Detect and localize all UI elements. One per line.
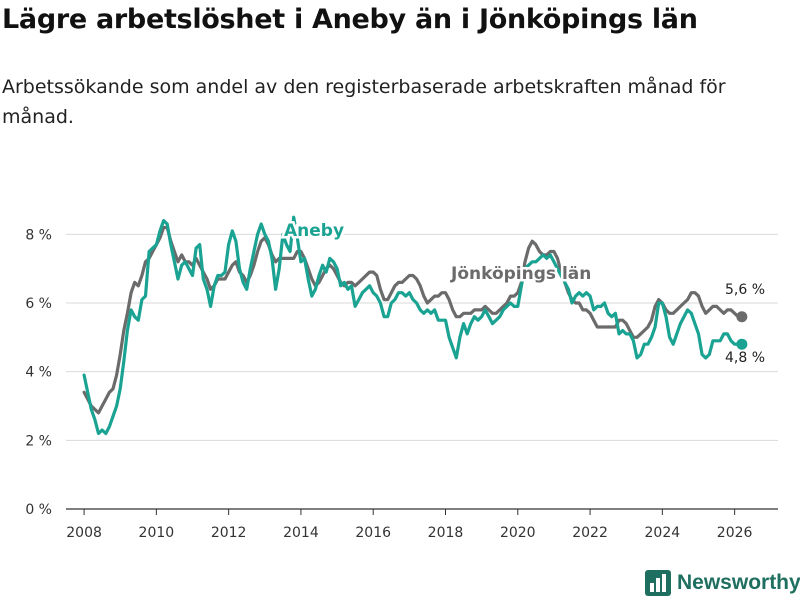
x-tick-label: 2010 — [139, 525, 175, 541]
x-tick-label: 2016 — [355, 525, 391, 541]
y-tick-label: 4 % — [25, 365, 52, 381]
x-tick-label: 2018 — [428, 525, 464, 541]
x-tick-label: 2026 — [717, 525, 753, 541]
bar-chart-logo-icon — [645, 570, 671, 596]
series-layer — [82, 215, 748, 436]
series-line-jonkopings-lan — [82, 225, 744, 415]
end-value-label-aneby: 4,8 % — [725, 350, 765, 366]
brand-name: Newsworthy — [677, 571, 800, 594]
x-tick-label: 2008 — [66, 525, 102, 541]
end-point-aneby — [736, 338, 748, 350]
x-tick-label: 2024 — [645, 525, 681, 541]
y-tick-label: 8 % — [25, 227, 52, 243]
series-line-aneby — [82, 215, 744, 436]
brand-logo: Newsworthy — [645, 569, 800, 597]
x-tick-label: 2022 — [572, 525, 608, 541]
series-labels: Aneby Jönköpings län 5,6 % 4,8 % — [282, 219, 766, 367]
y-tick-label: 0 % — [25, 502, 52, 518]
y-tick-label: 6 % — [25, 296, 52, 312]
axes: 0 % 2 % 4 % 6 % 8 % 2008 2010 2012 2014 2016 2018 2… — [25, 227, 778, 541]
series-label-jonkopings-lan: Jönköpings län — [450, 264, 591, 284]
chart-subtitle: Arbetssökande som andel av den registerb… — [2, 76, 726, 128]
end-value-label-jonkopings-lan: 5,6 % — [725, 282, 765, 298]
x-tick-label: 2014 — [283, 525, 319, 541]
x-tick-label: 2012 — [211, 525, 247, 541]
end-point-jonkopings-lan — [736, 311, 748, 323]
x-tick-label: 2020 — [500, 525, 536, 541]
page-title: Lägre arbetslöshet i Aneby än i Jönköpin… — [2, 4, 698, 35]
y-tick-label: 2 % — [25, 433, 52, 449]
series-label-aneby: Aneby — [284, 221, 344, 241]
